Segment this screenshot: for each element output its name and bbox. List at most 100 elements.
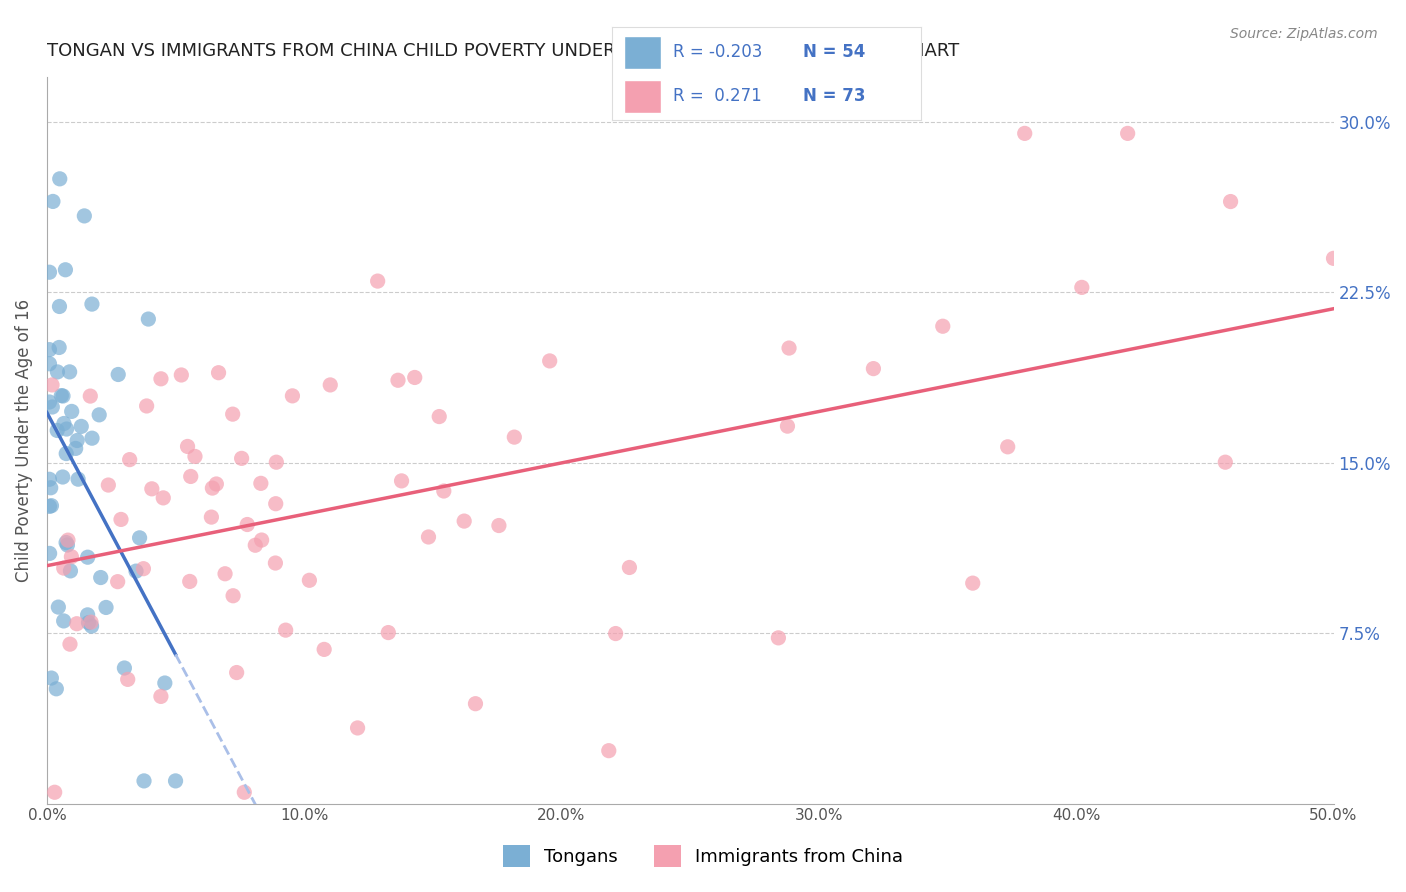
Point xyxy=(152,491,174,505)
Text: Source: ZipAtlas.com: Source: ZipAtlas.com xyxy=(1230,27,1378,41)
Point xyxy=(250,533,273,547)
Point xyxy=(225,665,247,680)
Point xyxy=(298,574,321,588)
Point xyxy=(538,354,561,368)
Point xyxy=(132,562,155,576)
Point xyxy=(1219,194,1241,209)
Point xyxy=(118,452,141,467)
Point xyxy=(66,616,89,631)
Point xyxy=(52,561,75,575)
Point xyxy=(153,676,176,690)
FancyBboxPatch shape xyxy=(624,36,661,69)
Point xyxy=(49,171,72,186)
Point xyxy=(236,517,259,532)
Point xyxy=(214,566,236,581)
Point xyxy=(201,481,224,495)
Point xyxy=(598,744,620,758)
Point xyxy=(274,623,297,637)
Point xyxy=(387,373,409,387)
Point xyxy=(418,530,440,544)
Point xyxy=(38,265,60,279)
Point xyxy=(184,450,207,464)
Point xyxy=(180,469,202,483)
Point xyxy=(149,690,172,704)
Point xyxy=(112,661,135,675)
Point xyxy=(80,297,103,311)
Point xyxy=(117,673,139,687)
Point xyxy=(60,549,83,564)
Point xyxy=(67,472,90,486)
Point xyxy=(264,497,287,511)
Point xyxy=(503,430,526,444)
Point xyxy=(55,422,77,436)
Point xyxy=(52,389,75,403)
Point xyxy=(97,478,120,492)
Point xyxy=(221,407,243,421)
Point xyxy=(128,531,150,545)
Point xyxy=(125,564,148,578)
Point xyxy=(1213,455,1236,469)
Text: R = -0.203: R = -0.203 xyxy=(673,43,763,61)
Point xyxy=(56,533,79,548)
Point xyxy=(38,472,60,486)
Text: TONGAN VS IMMIGRANTS FROM CHINA CHILD POVERTY UNDER THE AGE OF 16 CORRELATION CH: TONGAN VS IMMIGRANTS FROM CHINA CHILD PO… xyxy=(46,42,959,60)
Point xyxy=(176,440,198,454)
Point xyxy=(231,451,253,466)
Point xyxy=(46,365,69,379)
Point xyxy=(433,483,456,498)
Point xyxy=(862,361,884,376)
Point xyxy=(48,300,70,314)
Point xyxy=(138,312,160,326)
Point xyxy=(80,615,103,629)
Point xyxy=(38,343,60,357)
Point xyxy=(314,642,336,657)
Point xyxy=(89,408,111,422)
Point xyxy=(404,370,426,384)
Point xyxy=(488,518,510,533)
Point xyxy=(73,209,96,223)
Point xyxy=(319,378,342,392)
Point xyxy=(45,681,67,696)
Point xyxy=(38,546,60,560)
Text: R =  0.271: R = 0.271 xyxy=(673,87,762,105)
Point xyxy=(776,419,799,434)
Point xyxy=(79,389,101,403)
Point xyxy=(77,615,100,630)
Point xyxy=(65,442,87,456)
Point xyxy=(141,482,163,496)
Point xyxy=(453,514,475,528)
Point xyxy=(250,476,273,491)
Point xyxy=(205,477,228,491)
Point xyxy=(48,341,70,355)
Text: N = 54: N = 54 xyxy=(803,43,866,61)
Point xyxy=(59,564,82,578)
Point xyxy=(46,600,69,615)
Point xyxy=(170,368,193,382)
Point xyxy=(41,671,63,685)
Point xyxy=(107,574,129,589)
Legend: Tongans, Immigrants from China: Tongans, Immigrants from China xyxy=(495,838,911,874)
Point xyxy=(200,510,222,524)
Point xyxy=(768,631,790,645)
Point xyxy=(962,576,984,591)
Point xyxy=(76,607,98,622)
Point xyxy=(38,395,60,409)
Point xyxy=(1116,127,1139,141)
Point xyxy=(281,389,304,403)
Point xyxy=(107,368,129,382)
Point xyxy=(132,773,155,788)
Point xyxy=(55,535,77,549)
Point xyxy=(110,512,132,526)
Point xyxy=(207,366,229,380)
Point xyxy=(41,400,63,414)
Point xyxy=(55,446,77,460)
Point xyxy=(427,409,450,424)
Point xyxy=(778,341,800,355)
Point xyxy=(44,785,66,799)
Point xyxy=(94,600,117,615)
Point xyxy=(346,721,368,735)
Point xyxy=(165,773,187,788)
Point xyxy=(38,357,60,371)
Text: N = 73: N = 73 xyxy=(803,87,866,105)
Point xyxy=(391,474,413,488)
